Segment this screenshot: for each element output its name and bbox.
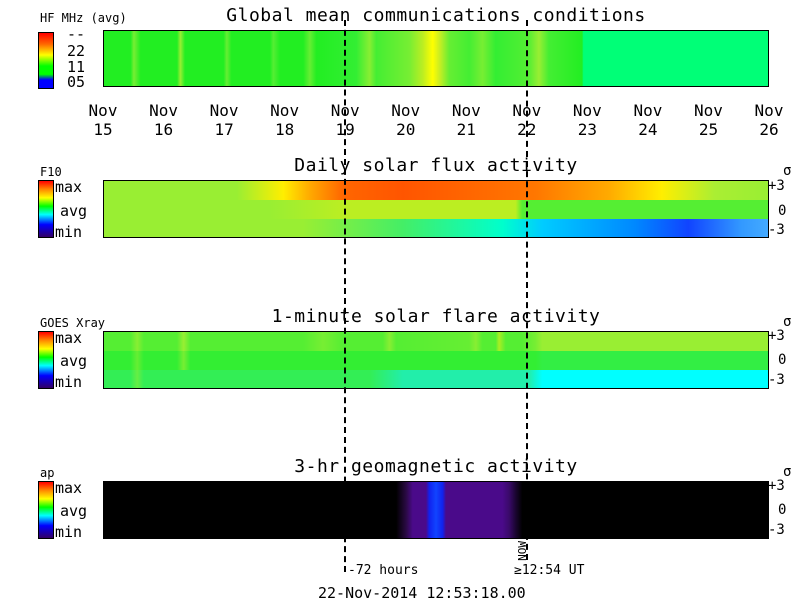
x-axis-tick: Nov 23 [557,101,617,139]
x-tick-day: 20 [396,120,416,139]
flare-side-label: GOES Xray [40,316,106,330]
x-tick-day: 18 [274,120,295,139]
flare-scale-min: min [55,373,83,391]
x-axis-tick: Nov 16 [134,101,194,139]
geo-heatmap [103,481,769,539]
geo-colorbar [38,481,54,539]
x-tick-month: Nov [209,101,239,120]
x-tick-month: Nov [451,101,481,120]
geo-side-label: ap [40,466,55,480]
flux-heatmap [103,180,769,238]
x-tick-day: 15 [93,120,113,139]
x-axis-tick: Nov 18 [255,101,315,139]
x-axis-tick: Nov 26 [739,101,799,139]
flux-sigma-plus: +3 [768,178,785,194]
x-tick-day: 24 [638,120,658,139]
x-tick-month: Nov [270,101,300,120]
footer-timestamp: 22-Nov-2014 12:53:18.00 [318,584,526,602]
geo-sigma-plus: +3 [768,478,785,494]
now-time-label: ≥12:54 UT [514,563,585,578]
flux-row-mid [104,200,768,219]
hf-scale-22: 22 [67,42,86,60]
x-axis-tick: Nov 21 [436,101,496,139]
geo-sigma: σ [783,464,792,480]
flare-sigma-minus: -3 [768,372,785,388]
flux-scale-max: max [55,178,83,196]
flux-side-label: F10 [40,165,62,179]
x-axis-tick: Nov 20 [376,101,436,139]
x-tick-month: Nov [633,101,663,120]
flare-row-low [104,369,768,388]
flare-row-mid [104,351,768,370]
flare-colorbar [38,331,54,389]
hf-scale-05: 05 [67,73,86,91]
flux-row-high [104,181,768,201]
flux-title: Daily solar flux activity [294,155,578,176]
flux-colorbar [38,180,54,238]
x-tick-month: Nov [88,101,118,120]
flux-sigma-minus: -3 [768,222,785,238]
x-tick-month: Nov [391,101,421,120]
now-marker-line [526,20,528,560]
x-axis-tick: Nov 24 [618,101,678,139]
flare-title: 1-minute solar flare activity [271,306,601,327]
flux-sigma: σ [783,163,792,179]
now-label: NOW [516,541,529,561]
page-title: Global mean communications conditions [226,5,646,26]
geo-title: 3-hr geomagnetic activity [294,456,578,477]
flux-sigma-zero: 0 [778,203,787,219]
flare-sigma-zero: 0 [778,352,787,368]
flare-row-high [104,332,768,352]
flare-sigma-plus: +3 [768,328,785,344]
hf-colorbar [38,32,54,89]
hf-scale-top: -- [67,25,86,43]
hf-heatmap [103,30,769,87]
x-tick-day: 21 [456,120,476,139]
x-tick-day: 17 [214,120,234,139]
geo-scale-max: max [55,479,83,497]
geo-scale-min: min [55,523,83,541]
minus72-label: -72 hours [348,563,419,578]
x-tick-month: Nov [754,101,784,120]
flux-scale-min: min [55,223,83,241]
x-axis-tick: Nov 17 [194,101,254,139]
x-tick-day: 25 [698,120,719,139]
hf-label: HF MHz (avg) [40,11,127,25]
geo-sigma-zero: 0 [778,502,787,518]
flux-row-low [104,218,768,237]
flare-scale-max: max [55,329,83,347]
flare-scale-avg: avg [60,352,88,370]
geo-sigma-minus: -3 [768,522,785,538]
x-tick-month: Nov [694,101,723,120]
flare-sigma: σ [783,314,792,330]
x-tick-day: 16 [153,120,174,139]
x-tick-day: 26 [759,120,779,139]
geo-scale-avg: avg [60,502,88,520]
x-tick-month: Nov [572,101,602,120]
x-axis-tick: Nov 25 [678,101,738,139]
minus72-marker-line [344,20,346,572]
flare-heatmap [103,331,769,389]
flux-scale-avg: avg [60,202,88,220]
x-axis-tick: Nov 15 [73,101,133,139]
hf-scale-11: 11 [67,58,86,76]
x-tick-day: 23 [577,120,597,139]
x-tick-month: Nov [149,101,178,120]
